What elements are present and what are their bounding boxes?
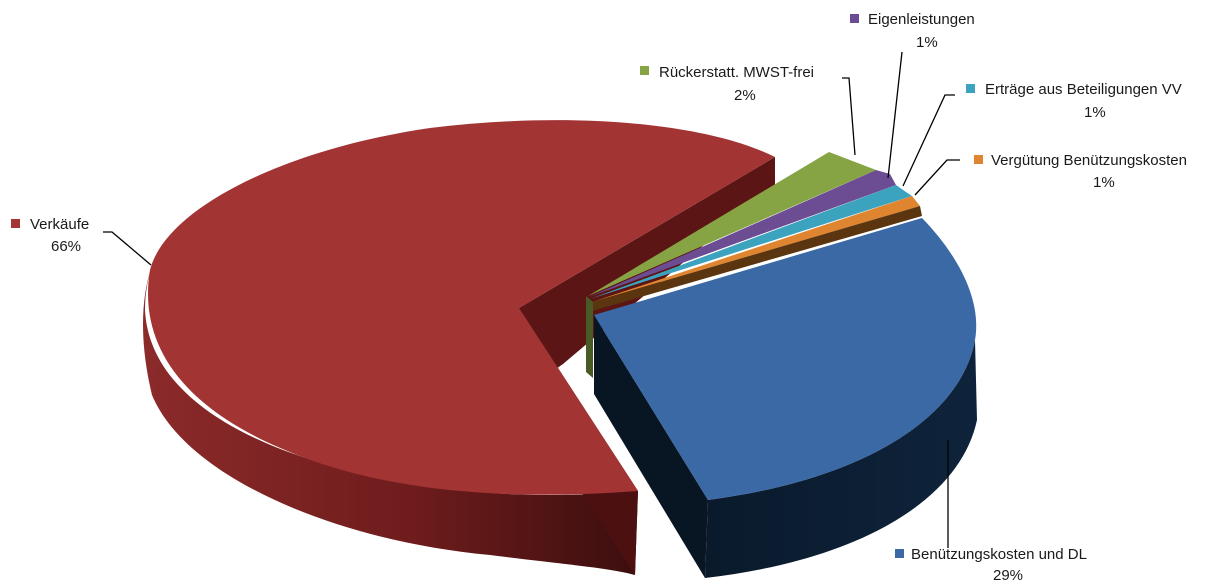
label-benuetzungskosten-value: 29% [993,567,1023,584]
slice-ertraege-top [590,185,912,299]
leader-ertraege [902,94,955,187]
legend-marker-rueckerstatt [640,66,649,75]
label-verguetung-value: 1% [1093,174,1115,191]
slice-benuetzungskosten-left-wall [594,315,708,578]
legend-marker-ertraege [966,84,975,93]
label-benuetzungskosten: Benützungskosten und DL 29% [895,546,1087,584]
label-rueckerstatt: Rückerstatt. MWST-frei 2% [640,64,814,104]
slice-benuetzungskosten-side [705,340,977,578]
label-rueckerstatt-name: Rückerstatt. MWST-frei [659,64,814,81]
slice-benuetzungskosten-top [594,218,977,500]
slice-benuetzungskosten [594,218,977,578]
label-eigenleistungen-value: 1% [916,34,938,51]
label-ertraege-name: Erträge aus Beteiligungen VV [985,81,1182,98]
legend-marker-benuetzungskosten [895,549,904,558]
legend-marker-verguetung [974,155,983,164]
leader-eigenleistungen [887,51,903,179]
label-verkaeufe-value: 66% [51,238,81,255]
slice-verkaeufe-back-wall [519,157,775,395]
label-verguetung-name: Vergütung Benützungskosten [991,152,1187,169]
label-ertraege-value: 1% [1084,104,1106,121]
slice-verkaeufe-side [143,265,638,575]
label-ertraege: Erträge aus Beteiligungen VV 1% [966,81,1182,121]
label-verguetung: Vergütung Benützungskosten 1% [974,152,1187,191]
slice-verguetung-top [592,196,920,302]
legend-marker-verkaeufe [11,219,20,228]
leader-verguetung [914,159,960,196]
slice-small-stems [586,296,593,378]
slice-small-wedges [586,152,922,378]
label-eigenleistungen: Eigenleistungen 1% [850,11,975,51]
slice-verguetung-side [592,206,922,311]
label-rueckerstatt-value: 2% [734,87,756,104]
slice-verkaeufe [143,120,775,575]
label-verkaeufe-name: Verkäufe [30,216,89,233]
label-verkaeufe: Verkäufe 66% [11,216,89,255]
legend-marker-eigenleistungen [850,14,859,23]
slice-eigenleistungen-top [589,170,896,297]
leader-rueckerstatt [842,77,856,156]
slice-rueckerstatt-top [588,152,876,296]
label-eigenleistungen-name: Eigenleistungen [868,11,975,28]
label-benuetzungskosten-name: Benützungskosten und DL [911,546,1087,563]
slice-verkaeufe-top [148,120,775,495]
leader-lines [103,51,960,548]
leader-verkaeufe [103,231,152,266]
